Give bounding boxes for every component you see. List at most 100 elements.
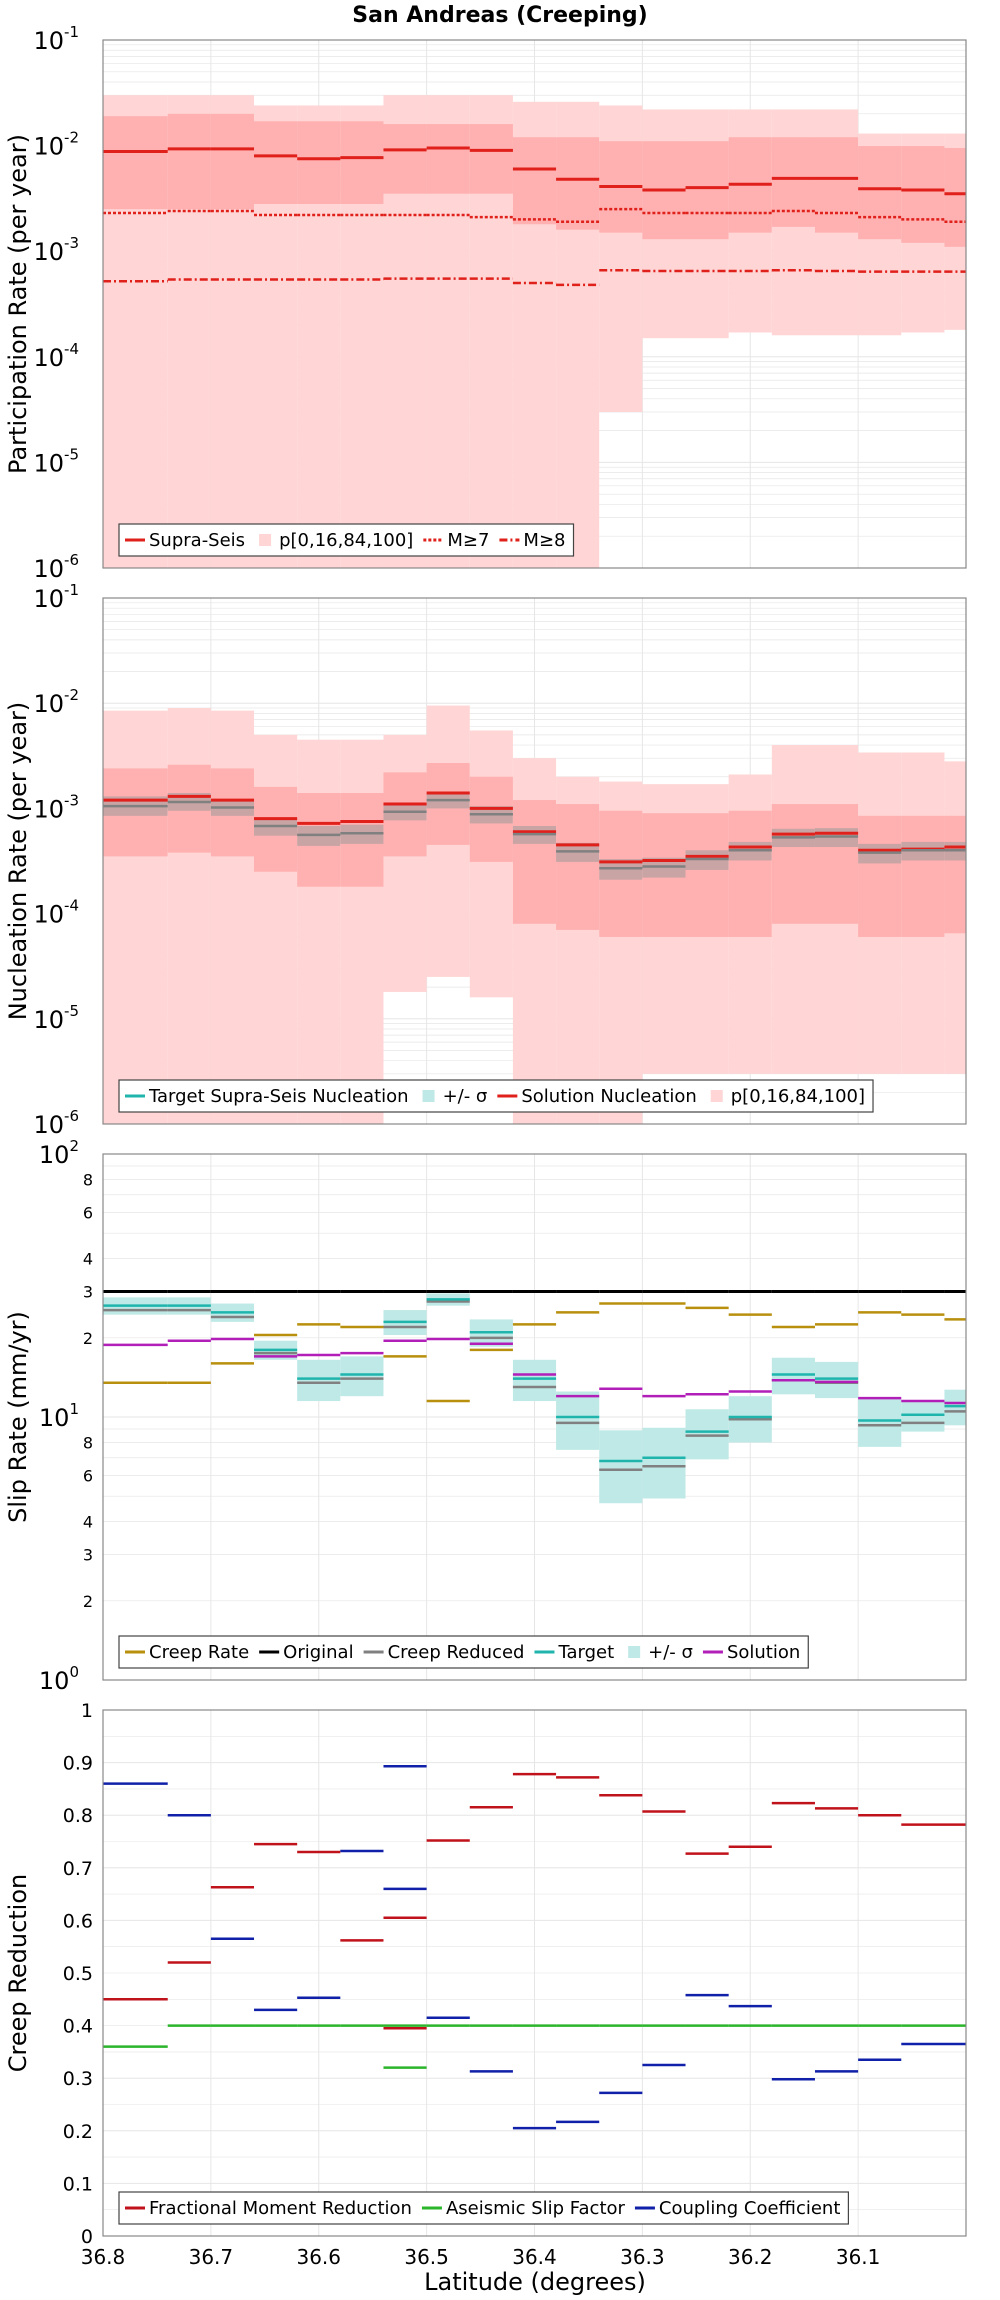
y-tick-label: 0.1 <box>63 2173 93 2195</box>
plot-frame <box>102 597 967 1125</box>
legend-box <box>118 1079 874 1113</box>
legend-box <box>118 1635 809 1669</box>
y-tick-label: 10-5 <box>33 1002 79 1034</box>
y-tick-label: 0.6 <box>63 1910 93 1932</box>
y-axis-label: Creep Reduction <box>4 1874 32 2072</box>
target-sigma-band <box>814 1361 859 1399</box>
target-sigma-band <box>858 1399 902 1447</box>
chart-panel-4: 0 0.1 0.2 0.3 0.4 0.5 0.6 0.7 0.8 0.9 1 Creep Reduc… <box>4 1700 967 2269</box>
legend-label: Creep Rate <box>149 1642 249 1663</box>
legend-box <box>118 523 575 557</box>
x-tick-label: 36.6 <box>296 2245 341 2269</box>
percentile-band-inner <box>814 804 859 924</box>
y-tick-label: 0.2 <box>63 2121 93 2143</box>
percentile-band-inner <box>340 121 384 204</box>
y-tick-label: 100 <box>39 1663 79 1695</box>
y-minor-tick-label: 8 <box>83 1433 93 1452</box>
y-tick-label: 10-5 <box>33 445 79 477</box>
legend-label: p[0,16,84,100] <box>731 1086 865 1107</box>
x-tick-label: 36.1 <box>836 2245 881 2269</box>
percentile-band-inner <box>685 141 729 240</box>
legend-label: Solution Nucleation <box>521 1086 696 1107</box>
target-sigma-band <box>340 1356 384 1397</box>
y-tick-label: 0.7 <box>63 1858 93 1880</box>
legend: Creep Rate Original Creep Reduced Target +/-… <box>118 1635 809 1669</box>
plot-frame <box>102 39 967 569</box>
percentile-band-inner <box>771 804 815 924</box>
y-minor-tick-label: 2 <box>83 1329 93 1348</box>
percentile-band-inner <box>858 815 902 937</box>
legend-swatch <box>259 534 272 546</box>
y-tick-label: 1 <box>81 1700 93 1722</box>
target-sigma-band <box>599 1430 643 1504</box>
chart-title: San Andreas (Creeping) <box>352 3 647 28</box>
y-minor-tick-label: 2 <box>83 1592 93 1611</box>
x-tick-label: 36.4 <box>512 2245 557 2269</box>
target-sigma-band <box>512 1359 557 1402</box>
legend-swatch <box>710 1090 723 1102</box>
percentile-band-inner <box>512 137 557 225</box>
legend-label: Coupling Coefficient <box>659 2198 840 2219</box>
legend-label: Solution <box>727 1642 800 1663</box>
legend-label: M≥8 <box>523 530 565 551</box>
percentile-band-inner <box>944 815 966 934</box>
chart-panel-3: 100 101 102 2 3 4 6 8 2 3 4 6 8 Slip Rate (mm/yr) Cree… <box>4 1137 967 1695</box>
y-tick-label: 10-4 <box>33 340 79 372</box>
y-minor-tick-label: 3 <box>83 1546 93 1565</box>
percentile-band-inner <box>858 146 902 240</box>
y-tick-label: 10-1 <box>33 581 79 613</box>
legend: Supra-Seis p[0,16,84,100] M≥7 M≥8 <box>118 523 575 557</box>
y-tick-label: 102 <box>39 1137 79 1169</box>
y-minor-tick-label: 4 <box>83 1513 93 1532</box>
x-axis-label: Latitude (degrees) <box>424 2268 646 2296</box>
y-tick-label: 0.5 <box>63 1963 93 1985</box>
percentile-band-inner <box>944 147 966 247</box>
y-tick-label: 10-6 <box>33 551 79 583</box>
legend-label: Creep Reduced <box>388 1642 525 1663</box>
y-tick-label: 0.4 <box>63 2016 93 2038</box>
y-tick-label: 10-1 <box>33 23 79 55</box>
percentile-band-inner <box>771 137 815 227</box>
target-sigma-band <box>297 1359 341 1402</box>
y-tick-label: 10-3 <box>33 234 79 266</box>
legend: Target Supra-Seis Nucleation +/- σ Solutio… <box>118 1079 874 1113</box>
x-tick-label: 36.7 <box>189 2245 234 2269</box>
legend-label: Target Supra-Seis Nucleation <box>148 1086 409 1107</box>
target-sigma-band <box>642 1427 686 1499</box>
y-tick-label: 10-6 <box>33 1107 79 1139</box>
legend-swatch <box>628 1646 641 1658</box>
percentile-band-inner <box>426 124 470 194</box>
target-sigma-band <box>771 1357 815 1395</box>
y-tick-label: 0 <box>81 2226 93 2248</box>
x-tick-label: 36.3 <box>620 2245 665 2269</box>
legend-label: Supra-Seis <box>149 530 245 551</box>
legend-label: +/- σ <box>443 1086 488 1107</box>
percentile-band-inner <box>469 124 513 194</box>
y-tick-label: 0.8 <box>63 1805 93 1827</box>
y-minor-tick-label: 4 <box>83 1250 93 1269</box>
y-tick-label: 0.3 <box>63 2068 93 2090</box>
y-tick-label: 10-4 <box>33 897 79 929</box>
percentile-band-inner <box>556 137 600 230</box>
x-tick-label: 36.2 <box>728 2245 773 2269</box>
percentile-band-outer <box>469 730 513 998</box>
x-tick-label: 36.8 <box>81 2245 126 2269</box>
percentile-band-inner <box>254 121 298 204</box>
legend-box <box>118 2191 849 2225</box>
chart-panel-2: 10-6 10-5 10-4 10-3 10-2 10-1 Nucleation Rate … <box>4 581 967 1139</box>
percentile-band-inner <box>685 813 729 937</box>
plot-frame <box>102 1709 967 2237</box>
percentile-band-inner <box>556 804 600 930</box>
y-minor-tick-label: 6 <box>83 1466 93 1485</box>
chart-panel-1: 10-6 10-5 10-4 10-3 10-2 10-1 Participation Ra… <box>4 23 967 583</box>
y-axis-label: Slip Rate (mm/yr) <box>4 1311 32 1523</box>
y-axis-label: Participation Rate (per year) <box>4 134 32 474</box>
percentile-band-inner <box>383 124 427 194</box>
percentile-band-inner <box>512 800 557 924</box>
y-tick-label: 10-2 <box>33 686 79 718</box>
percentile-band-inner <box>167 113 211 210</box>
percentile-band-inner <box>297 121 341 204</box>
percentile-band-inner <box>103 116 168 210</box>
percentile-band-inner <box>901 815 945 937</box>
y-axis-label: Nucleation Rate (per year) <box>4 702 32 1021</box>
